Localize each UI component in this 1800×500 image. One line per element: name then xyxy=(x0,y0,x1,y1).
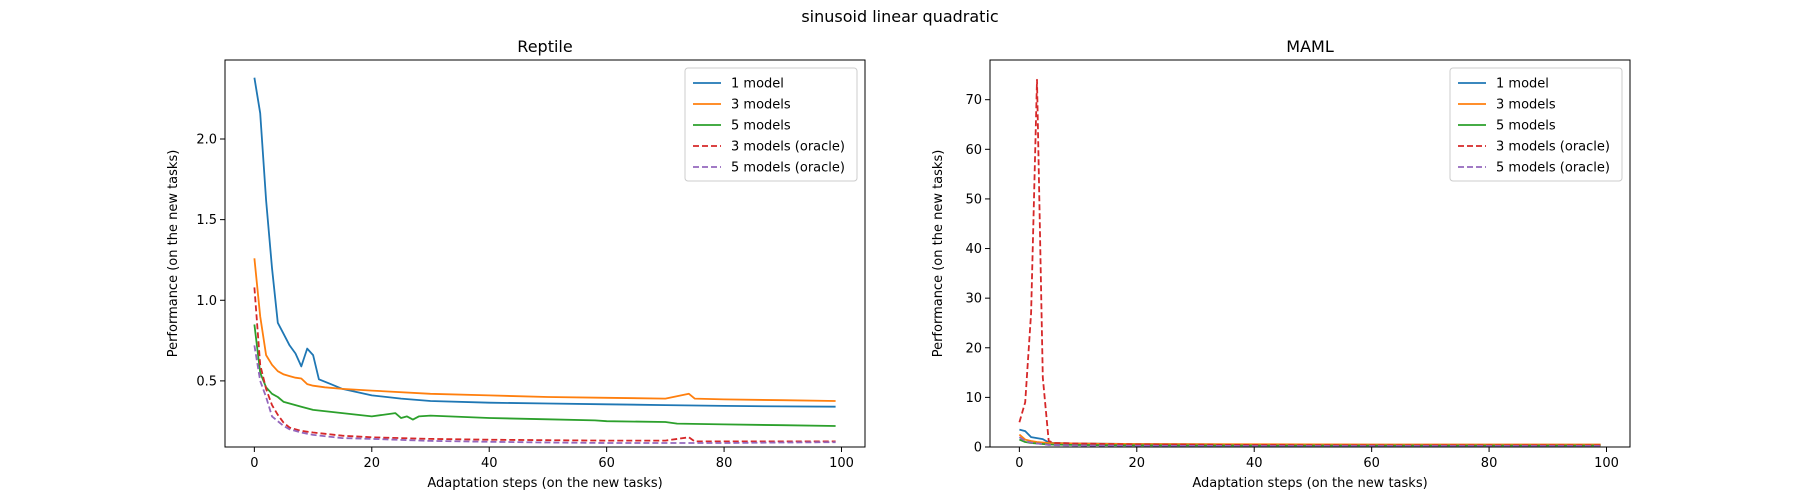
maml-series-5-models-oracle xyxy=(1018,436,1601,447)
maml-legend-label: 3 models (oracle) xyxy=(1496,140,1610,155)
maml-xtick-label: 80 xyxy=(1481,456,1498,471)
reptile-xtick-label: 100 xyxy=(829,456,854,471)
reptile-series-5-models xyxy=(253,324,836,427)
reptile-xlabel: Adaptation steps (on the new tasks) xyxy=(427,476,662,491)
reptile-ytick-label: 2.0 xyxy=(196,133,217,148)
maml-ytick-label: 0 xyxy=(974,441,982,456)
maml-legend: 1 model 3 models 5 models 3 models (oracle)… xyxy=(1449,67,1623,182)
reptile-series-5-models-oracle xyxy=(253,345,836,444)
reptile-legend-label: 3 models xyxy=(731,98,791,113)
maml-legend-label: 3 models xyxy=(1496,98,1556,113)
reptile-legend-label: 3 models (oracle) xyxy=(731,140,845,155)
reptile-series-group xyxy=(253,77,836,444)
reptile-legend-label: 5 models xyxy=(731,119,791,134)
maml-panel: MAML 0 20 40 60 80 100 0 10 20 30 40 50 60 70 Adaptatio… xyxy=(931,37,1631,491)
reptile-xtick-label: 80 xyxy=(716,456,733,471)
maml-legend-label: 5 models (oracle) xyxy=(1496,161,1610,176)
maml-legend-label: 5 models xyxy=(1496,119,1556,134)
maml-ytick-label: 30 xyxy=(965,292,982,307)
maml-ytick-label: 20 xyxy=(965,341,982,356)
reptile-axes-frame xyxy=(224,59,866,448)
reptile-ytick-label: 1.0 xyxy=(196,294,217,309)
reptile-panel: Reptile 0 20 40 60 80 100 0.5 1.0 1.5 2.0 Adaptatio… xyxy=(166,37,866,491)
figure-suptitle: sinusoid linear quadratic xyxy=(801,7,998,26)
reptile-legend-label: 5 models (oracle) xyxy=(731,161,845,176)
maml-xtick-label: 60 xyxy=(1363,456,1380,471)
maml-axes-frame xyxy=(989,59,1631,448)
maml-ytick-label: 40 xyxy=(965,242,982,257)
reptile-series-1-model xyxy=(253,77,836,408)
maml-xtick-label: 0 xyxy=(1015,456,1023,471)
maml-ytick-label: 60 xyxy=(965,143,982,158)
maml-ytick-label: 70 xyxy=(965,93,982,108)
reptile-series-3-models-oracle xyxy=(253,287,836,443)
maml-ytick-label: 10 xyxy=(965,391,982,406)
maml-xtick-label: 100 xyxy=(1594,456,1619,471)
reptile-series-3-models xyxy=(253,258,836,402)
maml-ytick-label: 50 xyxy=(965,192,982,207)
reptile-title: Reptile xyxy=(517,37,572,56)
maml-xtick-label: 40 xyxy=(1246,456,1263,471)
reptile-xtick-label: 60 xyxy=(598,456,615,471)
reptile-xtick-label: 20 xyxy=(364,456,381,471)
reptile-ytick-label: 1.5 xyxy=(196,213,217,228)
maml-title: MAML xyxy=(1286,37,1334,56)
reptile-legend: 1 model 3 models 5 models 3 models (oracle)… xyxy=(684,67,858,182)
maml-series-group xyxy=(1018,78,1601,447)
maml-xlabel: Adaptation steps (on the new tasks) xyxy=(1192,476,1427,491)
reptile-legend-box xyxy=(684,67,858,182)
reptile-ytick-label: 0.5 xyxy=(196,374,217,389)
maml-ylabel: Performance (on the new tasks) xyxy=(931,150,946,358)
maml-legend-box xyxy=(1449,67,1623,182)
maml-xtick-label: 20 xyxy=(1129,456,1146,471)
reptile-legend-label: 1 model xyxy=(731,77,784,92)
reptile-xtick-label: 40 xyxy=(481,456,498,471)
maml-legend-label: 1 model xyxy=(1496,77,1549,92)
reptile-ylabel: Performance (on the new tasks) xyxy=(166,150,181,358)
reptile-xtick-label: 0 xyxy=(250,456,258,471)
